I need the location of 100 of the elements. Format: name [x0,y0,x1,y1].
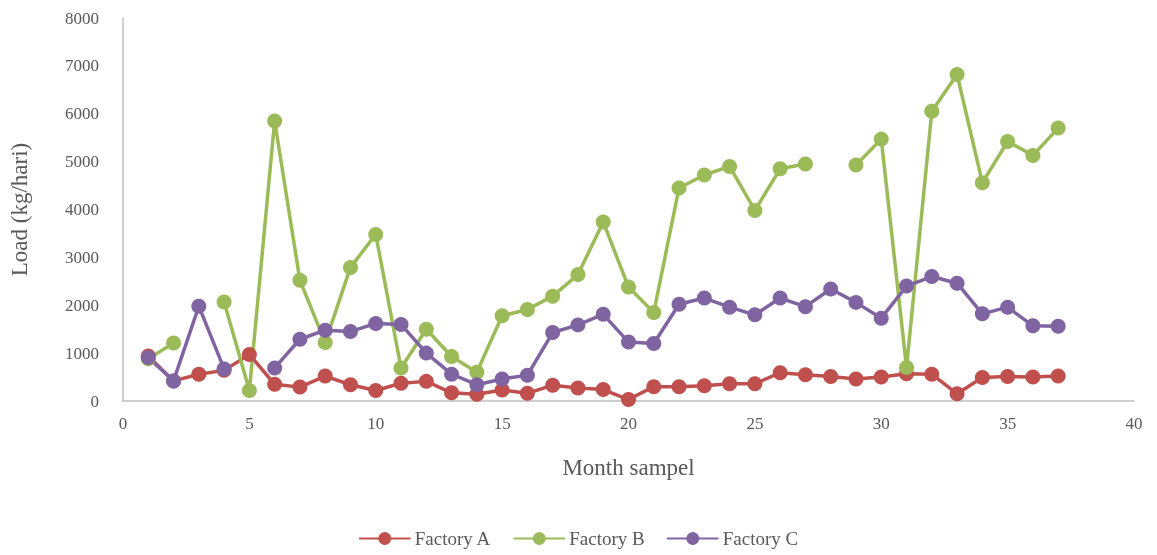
point [191,298,207,314]
x-tick-label: 35 [999,414,1017,433]
point [873,369,889,385]
point [368,226,384,242]
point [191,366,207,382]
point [722,299,738,315]
point [646,336,662,352]
point [342,324,358,340]
point [924,269,940,285]
point [545,377,561,393]
point [241,347,257,363]
point [418,321,434,337]
point [924,366,940,382]
point [317,322,333,338]
y-tick-label: 7000 [65,56,99,76]
point [368,382,384,398]
y-tick-label: 5000 [65,152,99,172]
y-tick-label: 8000 [65,8,99,28]
point [797,367,813,383]
y-tick-label: 1000 [65,343,99,363]
point [899,278,915,294]
x-tick-label: 10 [367,414,385,433]
x-tick-label: 40 [1125,414,1143,433]
point [267,360,283,376]
point [595,214,611,230]
point [393,316,409,332]
point [1000,134,1016,150]
point [797,156,813,172]
point [267,113,283,129]
point [1025,318,1041,334]
point [797,299,813,315]
point [873,131,889,147]
point [974,370,990,386]
x-tick-label: 20 [620,414,637,433]
point [848,157,864,173]
point [671,296,687,312]
point [1025,369,1041,385]
x-tick-label: 0 [118,414,128,433]
point [444,366,460,382]
point [545,325,561,341]
point [444,348,460,364]
point [747,376,763,392]
point [570,317,586,333]
point [646,304,662,320]
point [393,375,409,391]
x-tick-label: 15 [493,414,511,433]
point [974,175,990,191]
y-tick-label: 6000 [65,104,99,124]
x-axis-title: Month sampel [562,455,695,480]
point [823,281,839,297]
point [848,294,864,310]
point [166,335,182,351]
point [924,103,940,119]
x-tick-label: 5 [245,414,254,433]
point [621,334,636,350]
y-tick-label: 2000 [65,295,99,315]
point [241,382,257,398]
point [747,202,763,218]
point [267,376,283,392]
point [722,376,738,392]
point [292,331,308,347]
point [595,382,611,398]
point [1000,369,1016,385]
point [469,377,485,393]
point [873,310,889,326]
point [570,267,586,283]
point [696,290,712,306]
point [696,167,712,183]
point [494,371,510,387]
point [621,279,636,295]
point [519,385,535,401]
point [974,306,990,322]
point [646,379,662,395]
point [848,371,864,387]
point [545,288,561,304]
point [519,367,535,383]
point [393,360,409,376]
point [722,158,738,174]
point [772,365,788,381]
point [292,379,308,395]
point [949,67,965,82]
y-tick-label: 3000 [65,247,99,267]
legend-label: Factory C [722,528,799,549]
point [317,335,333,351]
point [494,308,510,324]
point [444,385,460,401]
legend-label: Factory B [569,528,645,549]
point [216,294,232,310]
point [1050,120,1066,136]
legend-label: Factory A [414,528,491,549]
point [418,373,434,389]
y-tick-label: 0 [90,391,99,411]
point [1050,318,1066,334]
point [949,386,965,402]
y-axis-title: Load (kg/hari) [7,142,32,277]
point [671,379,687,395]
x-tick-label: 25 [746,414,764,433]
point [899,359,915,375]
point [368,315,384,331]
point [1050,368,1066,384]
